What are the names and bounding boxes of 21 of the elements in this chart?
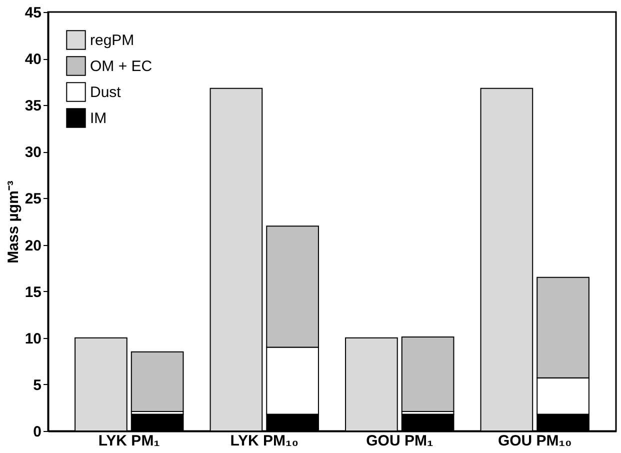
y-tick-label: 15 (24, 284, 42, 301)
y-tick-label: 35 (24, 98, 42, 115)
y-tick-label: 0 (33, 424, 42, 440)
x-tick-label: GOU PM₁ (366, 432, 434, 450)
legend-label: IM (90, 110, 107, 127)
bar (401, 336, 454, 412)
x-tick-label: GOU PM₁₀ (498, 432, 572, 450)
y-tick-label: 5 (33, 376, 42, 394)
legend-label: regPM (90, 32, 134, 49)
x-tick-label: LYK PM₁ (98, 432, 160, 450)
y-tick-label: 20 (24, 237, 42, 254)
legend-label: Dust (90, 84, 122, 101)
y-axis-title: Mass µgm⁻³ (4, 180, 22, 264)
legend-label: OM + EC (90, 58, 152, 75)
y-tick-label: 25 (24, 190, 42, 208)
y-tick-label: 45 (24, 4, 42, 22)
y-tick-label: 40 (24, 51, 42, 68)
x-tick-label: LYK PM₁₀ (230, 432, 299, 450)
y-tick-label: 30 (24, 144, 42, 162)
bar (130, 351, 184, 412)
y-tick-label: 10 (24, 330, 42, 348)
